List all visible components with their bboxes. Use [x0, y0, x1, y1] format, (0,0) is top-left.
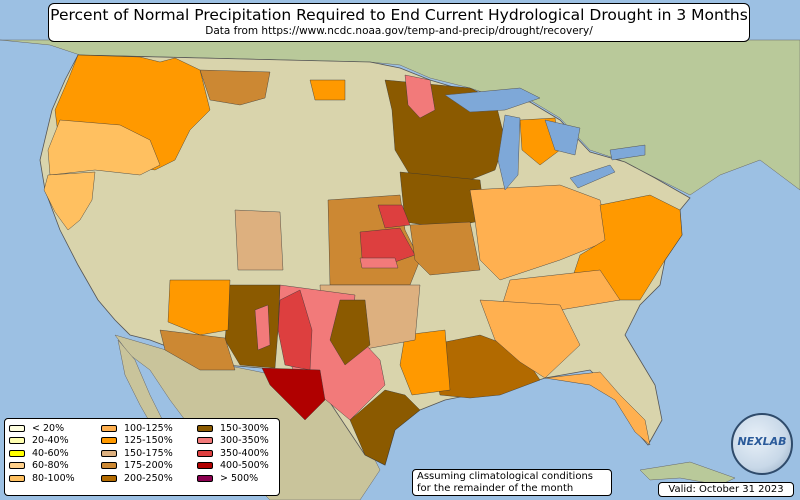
- legend-label: 20-40%: [32, 435, 69, 446]
- legend-swatch: [197, 449, 213, 457]
- legend-label: 60-80%: [32, 460, 69, 471]
- legend-label: 125-150%: [124, 435, 173, 446]
- region-montana: [199, 69, 271, 106]
- legend-item: 60-80%: [9, 460, 75, 472]
- region-arizona: [167, 279, 231, 336]
- lake-huron: [544, 119, 581, 156]
- legend-swatch: [9, 462, 25, 469]
- legend-swatch: [197, 462, 213, 469]
- note-line-1: Assuming climatological conditions: [417, 471, 593, 482]
- legend-swatch: [101, 474, 117, 482]
- legend-label: 80-100%: [32, 472, 75, 484]
- lake-michigan: [497, 114, 521, 191]
- legend-column-3: 150-300% 300-350% 350-400% 400-500% > 50…: [197, 422, 269, 485]
- region-ne-red: [359, 227, 416, 263]
- legend-swatch: [101, 462, 117, 469]
- region-texas-brown: [329, 299, 371, 366]
- legend-swatch: [197, 437, 213, 444]
- legend-label: 175-200%: [124, 460, 173, 471]
- assumption-note: Assuming climatological conditions for t…: [412, 469, 612, 496]
- region-ohio-valley: [469, 184, 611, 281]
- lake-ontario: [609, 144, 646, 161]
- legend-label: < 20%: [32, 422, 65, 434]
- map-subtitle: Data from https://www.ncdc.noaa.gov/temp…: [205, 25, 593, 37]
- region-florida: [544, 371, 651, 446]
- legend-item: 150-175%: [101, 447, 173, 459]
- legend: < 20% 20-40% 40-60% 60-80% 80-100% 100-1…: [4, 418, 280, 496]
- legend-label: 150-300%: [220, 422, 269, 434]
- legend-item: 175-200%: [101, 460, 173, 472]
- region-az-south: [159, 329, 236, 371]
- legend-swatch: [9, 474, 25, 482]
- legend-swatch: [197, 424, 213, 432]
- region-nd: [309, 79, 346, 101]
- legend-item: 300-350%: [197, 435, 269, 447]
- legend-item: 350-400%: [197, 447, 269, 459]
- legend-swatch: [9, 437, 25, 444]
- legend-label: 350-400%: [220, 447, 269, 459]
- legend-item: 150-300%: [197, 422, 269, 434]
- note-line-2: for the remainder of the month: [417, 483, 574, 494]
- region-ks-pink: [359, 257, 399, 269]
- lake-erie: [569, 164, 616, 189]
- region-mn-pink: [404, 74, 436, 119]
- legend-item: 200-250%: [101, 472, 173, 484]
- legend-label: 400-500%: [220, 460, 269, 471]
- legend-swatch: [197, 474, 213, 482]
- legend-item: > 500%: [197, 472, 269, 484]
- legend-swatch: [9, 424, 25, 432]
- legend-label: > 500%: [220, 472, 259, 484]
- legend-label: 200-250%: [124, 472, 173, 484]
- region-missouri: [409, 221, 481, 276]
- legend-item: 40-60%: [9, 447, 75, 459]
- logo-text: NEXLAB: [737, 435, 787, 448]
- legend-swatch: [101, 437, 117, 444]
- legend-swatch: [9, 449, 25, 457]
- legend-label: 100-125%: [124, 422, 173, 434]
- region-colorado: [234, 209, 284, 271]
- legend-label: 40-60%: [32, 447, 69, 459]
- title-box: Percent of Normal Precipitation Required…: [48, 3, 750, 42]
- legend-item: 100-125%: [101, 422, 173, 434]
- globe-icon: NEXLAB: [731, 413, 793, 475]
- legend-item: 20-40%: [9, 435, 75, 447]
- valid-date: Valid: October 31 2023: [658, 482, 794, 497]
- legend-column-1: < 20% 20-40% 40-60% 60-80% 80-100%: [9, 422, 75, 485]
- region-texas-darkred: [261, 367, 326, 421]
- legend-column-2: 100-125% 125-150% 150-175% 175-200% 200-…: [101, 422, 173, 485]
- legend-item: < 20%: [9, 422, 75, 434]
- legend-item: 400-500%: [197, 460, 269, 472]
- region-nm-pink: [254, 304, 271, 351]
- region-arkansas: [399, 329, 451, 396]
- legend-label: 300-350%: [220, 435, 269, 446]
- legend-swatch: [101, 424, 117, 432]
- region-texas-coast: [349, 389, 421, 466]
- map-title: Percent of Normal Precipitation Required…: [50, 6, 748, 24]
- legend-item: 80-100%: [9, 472, 75, 484]
- legend-label: 150-175%: [124, 447, 173, 459]
- lake-superior: [444, 87, 541, 113]
- region-oregon-light: [47, 119, 161, 176]
- legend-item: 125-150%: [101, 435, 173, 447]
- legend-swatch: [101, 449, 117, 457]
- region-ca-north: [43, 171, 96, 231]
